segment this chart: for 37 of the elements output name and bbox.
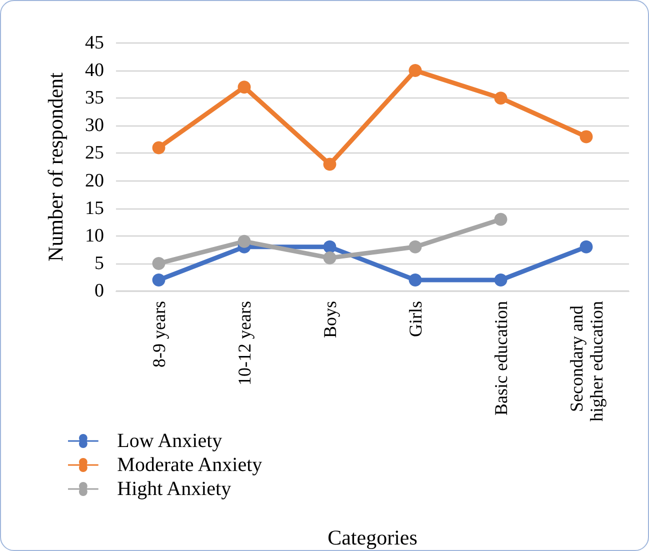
point [152,273,166,286]
x-tick-label: Girls [405,301,426,337]
point [238,234,251,248]
point [408,273,422,286]
point [238,80,251,94]
x-tick-label: 10-12 years [234,301,254,386]
y-axis-title: Number of respondent [44,72,68,262]
y-tick-label: 25 [85,142,104,164]
y-tick-label: 35 [85,88,104,109]
point [494,273,508,286]
point [580,130,593,144]
legend-label: Moderate Anxiety [117,454,262,476]
point [408,64,422,78]
y-tick-label: 30 [85,115,104,136]
y-tick-label: 20 [85,170,104,192]
y-tick-label: 15 [85,198,104,219]
legend-label: Low Anxiety [117,430,222,452]
x-axis-title: Categories [328,526,418,550]
y-tick-label: 0 [94,280,104,302]
point [494,212,508,226]
y-tick-label: 40 [85,60,104,82]
point [323,158,336,171]
point [323,251,336,264]
point [408,240,422,254]
y-tick-label: 5 [94,252,104,274]
x-tick-label: Secondary and higher education [566,301,606,422]
y-tick-label: 45 [85,32,104,54]
point [580,240,593,254]
point [152,141,166,154]
point [323,240,336,254]
y-tick-label: 10 [85,225,104,246]
point [152,256,166,270]
x-tick-label: 8-9 years [148,301,169,368]
legend-label: Hight Anxiety [117,478,232,500]
point [494,92,508,105]
x-tick-label: Basic education [490,301,511,416]
x-tick-label: Boys [320,301,340,338]
